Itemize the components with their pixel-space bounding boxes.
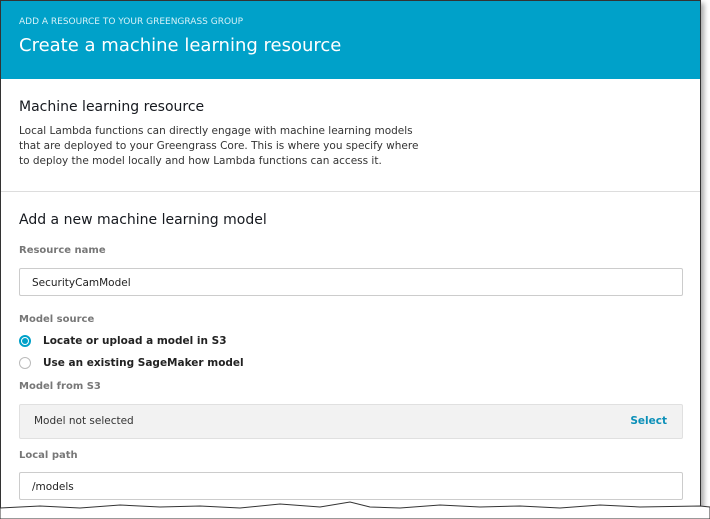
radio-unselected-icon[interactable] <box>19 357 31 369</box>
form-heading: Add a new machine learning model <box>19 212 267 228</box>
page-header: ADD A RESOURCE TO YOUR GREENGRASS GROUP … <box>1 1 700 79</box>
model-source-label: Model source <box>19 314 95 325</box>
local-path-label: Local path <box>19 450 78 461</box>
model-from-s3-label: Model from S3 <box>19 381 101 392</box>
radio-label: Locate or upload a model in S3 <box>43 335 227 347</box>
section-heading: Machine learning resource <box>19 99 205 115</box>
select-button[interactable]: Select <box>630 415 667 427</box>
breadcrumb: ADD A RESOURCE TO YOUR GREENGRASS GROUP <box>19 17 244 27</box>
dialog: ADD A RESOURCE TO YOUR GREENGRASS GROUP … <box>0 0 701 509</box>
radio-sagemaker[interactable]: Use an existing SageMaker model <box>19 357 244 369</box>
resource-name-label: Resource name <box>19 245 106 256</box>
resource-name-input[interactable]: SecurityCamModel <box>19 268 683 296</box>
model-from-s3-field: Model not selected Select <box>19 404 683 439</box>
radio-label: Use an existing SageMaker model <box>43 357 244 369</box>
section-description: Local Lambda functions can directly enga… <box>19 125 419 167</box>
page-title: Create a machine learning resource <box>19 35 342 56</box>
model-from-s3-value: Model not selected <box>34 415 134 427</box>
radio-selected-icon[interactable] <box>19 335 31 347</box>
local-path-input[interactable]: /models <box>19 472 683 500</box>
radio-s3[interactable]: Locate or upload a model in S3 <box>19 335 227 347</box>
divider <box>1 191 700 192</box>
torn-edge <box>0 501 710 519</box>
